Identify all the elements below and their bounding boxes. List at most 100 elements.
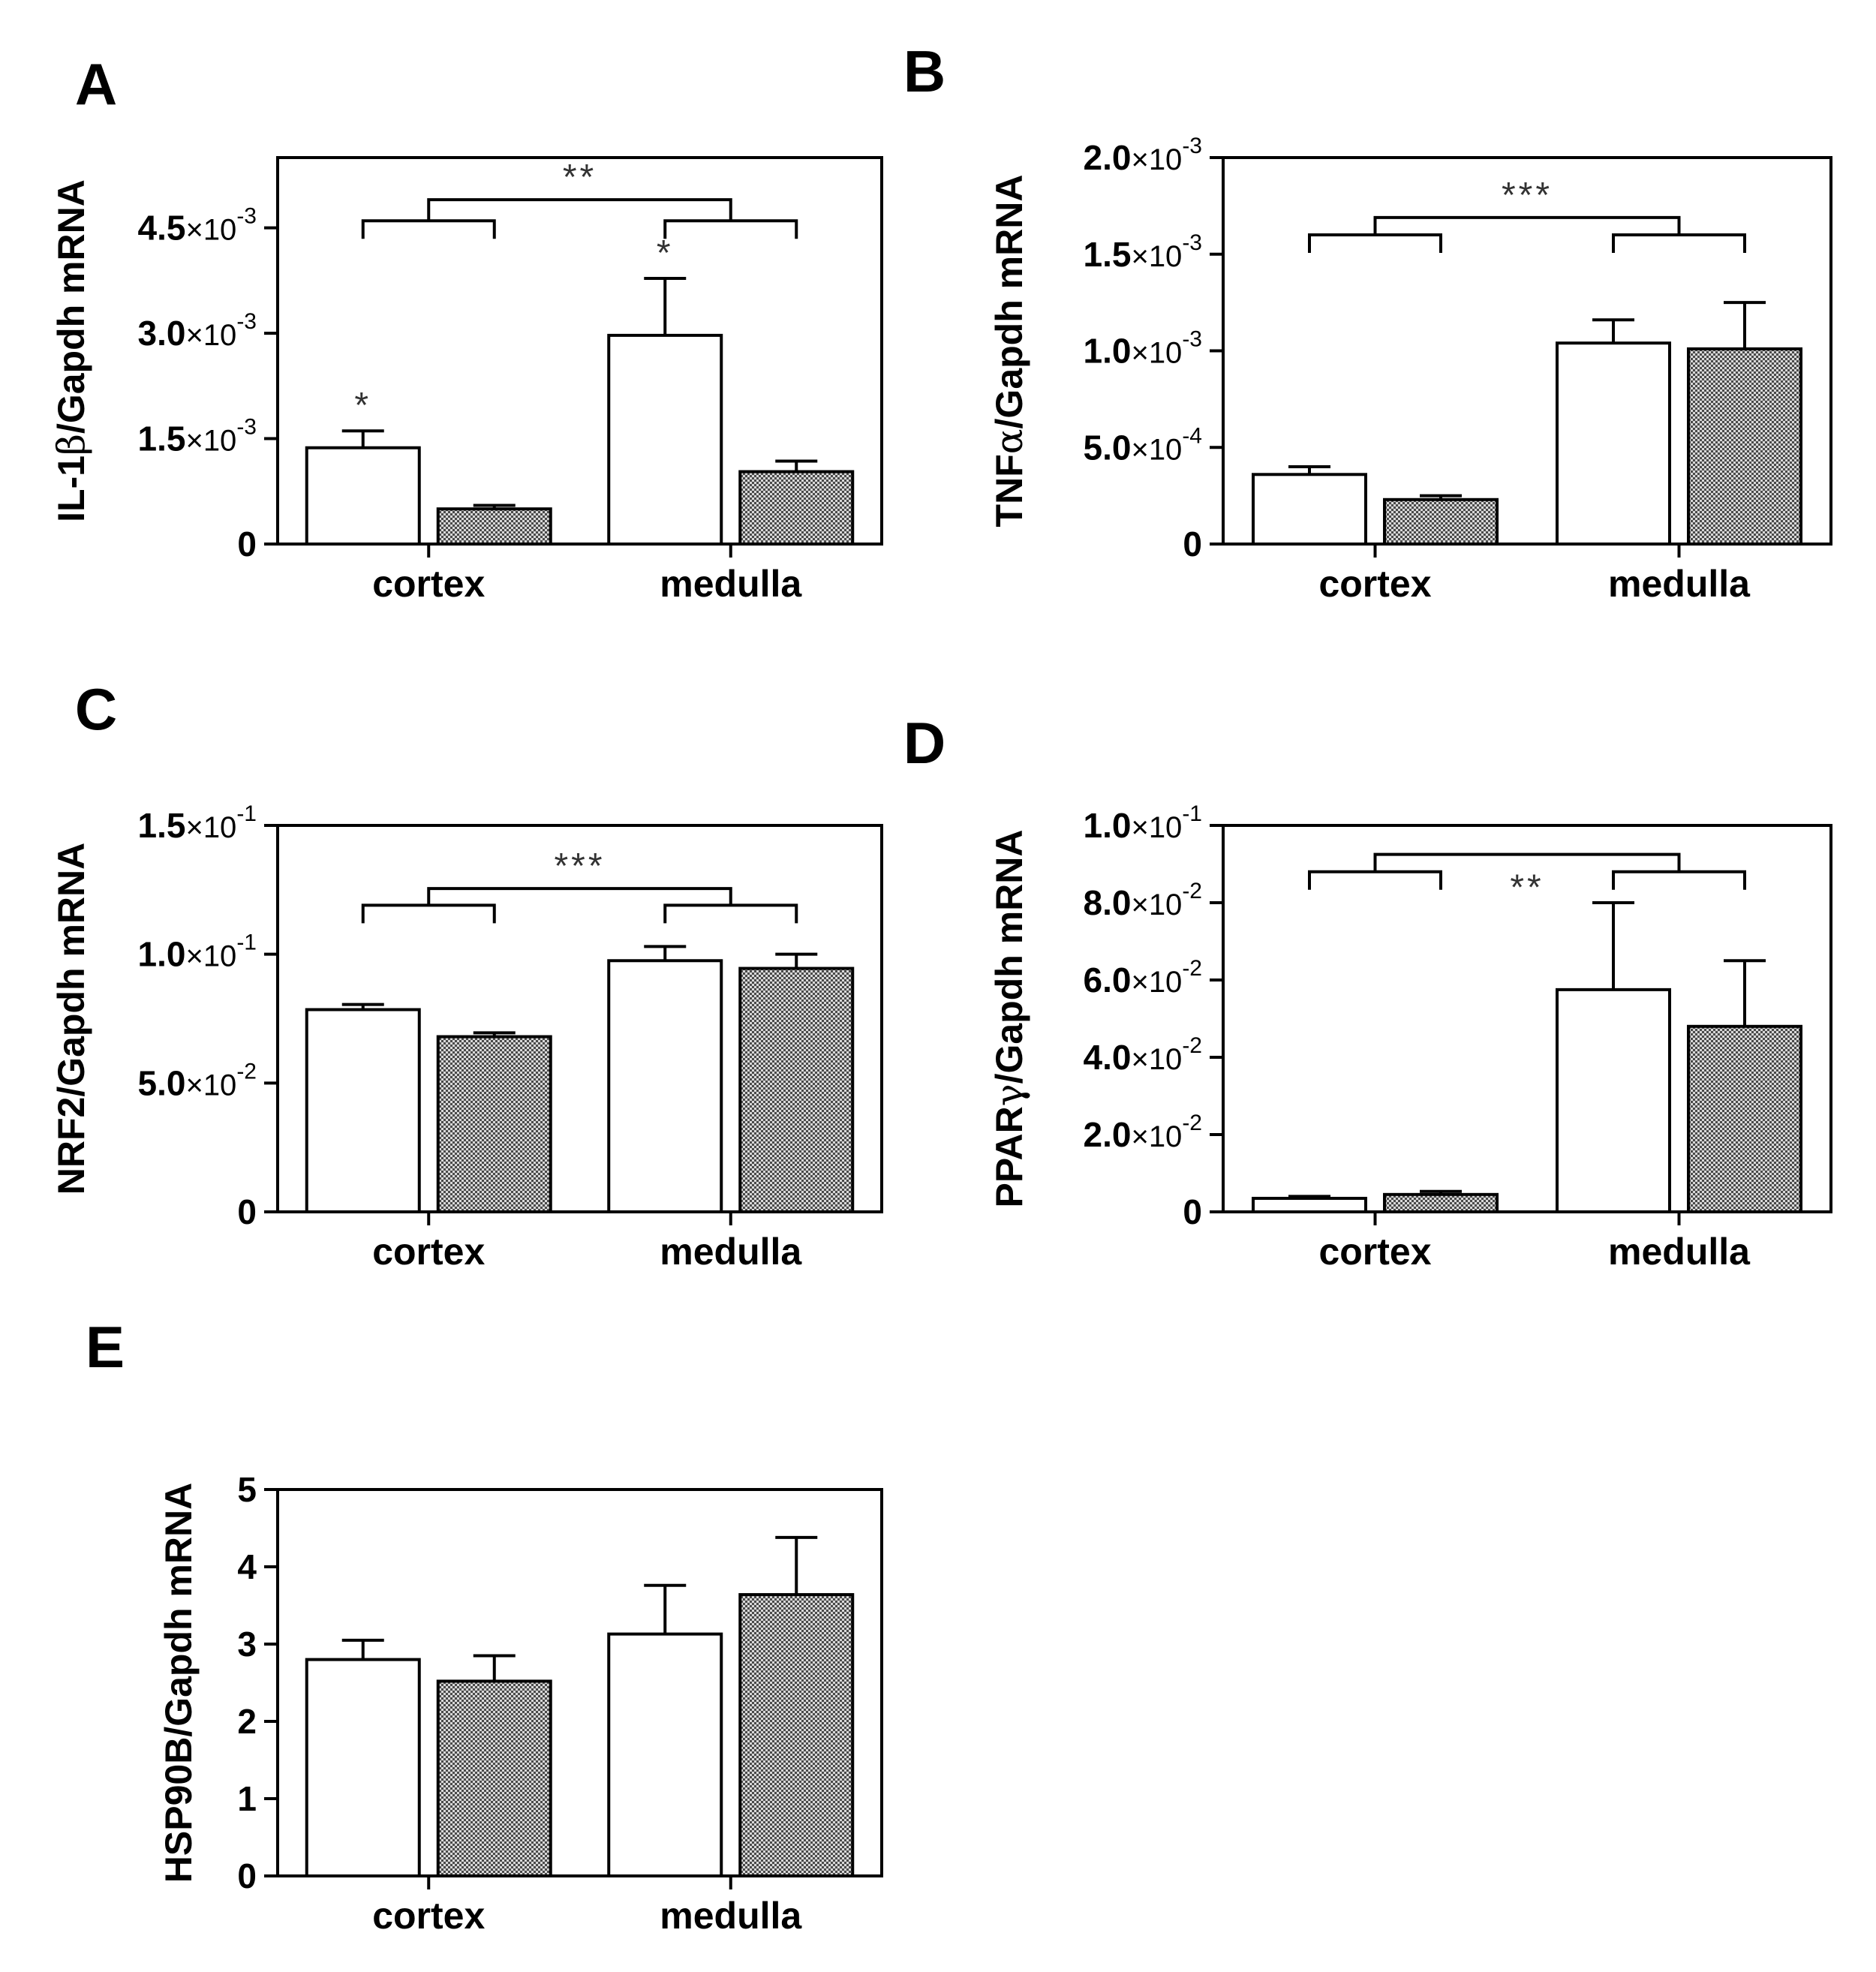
y-tick-exponent: -3 xyxy=(236,204,257,229)
y-tick-label: 8.0×10-2 xyxy=(1084,879,1203,922)
y-tick-label: 0 xyxy=(237,1856,257,1895)
y-tick-mantissa: 4 xyxy=(237,1547,257,1586)
y-axis-title-part: /Gapdh mRNA xyxy=(988,175,1030,429)
y-tick-label: 1 xyxy=(237,1779,257,1818)
bar-open xyxy=(607,333,723,546)
bar-open xyxy=(305,446,421,546)
x-category-label: medulla xyxy=(1608,563,1751,605)
y-tick-times: ×10 xyxy=(1131,811,1182,844)
y-tick-label: 1.0×10-1 xyxy=(1084,801,1203,845)
y-tick-exponent: -3 xyxy=(236,309,257,334)
group-significance-mark: ** xyxy=(1510,868,1544,908)
x-category-label: cortex xyxy=(1318,1231,1431,1273)
y-tick-times: ×10 xyxy=(1131,1043,1182,1076)
y-tick-exponent: -2 xyxy=(1182,1033,1202,1058)
y-tick-label: 2 xyxy=(237,1702,257,1741)
y-tick-label: 4.5×10-3 xyxy=(138,204,257,248)
y-tick-label: 1.0×10-1 xyxy=(138,930,257,974)
y-tick-exponent: -2 xyxy=(1182,1111,1202,1135)
y-tick-label: 1.5×10-3 xyxy=(138,415,257,458)
bar-open xyxy=(1252,1196,1367,1213)
y-tick-mantissa: 3.0 xyxy=(138,314,186,353)
y-tick-times: ×10 xyxy=(1131,966,1182,999)
bar-hatched xyxy=(1383,1192,1499,1213)
y-axis-title-part: HSP90B/Gapdh mRNA xyxy=(158,1483,200,1883)
y-axis-title: TNFα/Gapdh mRNA xyxy=(988,175,1031,528)
y-tick-label: 5.0×10-2 xyxy=(138,1059,257,1102)
y-axis-title-part: /Gapdh mRNA xyxy=(988,829,1030,1084)
group-significance-mark: ** xyxy=(563,158,597,197)
y-axis-title-part: γ xyxy=(988,1084,1031,1106)
y-axis-title-part: IL-1 xyxy=(50,455,92,522)
x-category-label: cortex xyxy=(372,1231,485,1273)
group-bracket xyxy=(1308,870,1442,890)
y-tick-times: ×10 xyxy=(1131,143,1182,176)
comparison-bracket xyxy=(427,887,732,906)
y-tick-mantissa: 4.5 xyxy=(138,209,186,248)
y-tick-exponent: -1 xyxy=(236,801,257,826)
y-tick-label: 1.0×10-3 xyxy=(1084,327,1203,371)
y-axis-title: HSP90B/Gapdh mRNA xyxy=(158,1483,200,1883)
y-tick-label: 5 xyxy=(237,1470,257,1509)
bar-open xyxy=(607,959,723,1213)
y-tick-mantissa: 0 xyxy=(1183,525,1202,564)
y-tick-label: 4.0×10-2 xyxy=(1084,1033,1203,1077)
x-category-label: cortex xyxy=(372,1895,485,1937)
group-bracket xyxy=(361,219,496,239)
y-tick-times: ×10 xyxy=(1131,337,1182,370)
bar-hatched xyxy=(738,1593,855,1878)
y-tick-label: 0 xyxy=(237,525,257,564)
x-category-label: medulla xyxy=(660,563,802,605)
y-tick-mantissa: 1.0 xyxy=(138,935,186,974)
y-tick-label: 6.0×10-2 xyxy=(1084,956,1203,1000)
y-tick-times: ×10 xyxy=(185,940,236,973)
y-tick-mantissa: 0 xyxy=(237,525,257,564)
group-bracket xyxy=(663,219,798,239)
y-tick-mantissa: 3 xyxy=(237,1625,257,1664)
y-tick-times: ×10 xyxy=(185,811,236,844)
panel-letter: A xyxy=(75,51,117,117)
y-tick-exponent: -2 xyxy=(1182,956,1202,981)
y-tick-label: 5.0×10-4 xyxy=(1084,423,1203,467)
bar-hatched xyxy=(436,507,552,546)
bar-open xyxy=(607,1632,723,1878)
y-tick-times: ×10 xyxy=(1131,433,1182,466)
group-bracket xyxy=(663,903,798,924)
y-tick-times: ×10 xyxy=(1131,888,1182,921)
y-tick-mantissa: 1.0 xyxy=(1084,806,1132,845)
y-tick-label: 1.5×10-1 xyxy=(138,801,257,845)
y-tick-label: 1.5×10-3 xyxy=(1084,230,1203,274)
y-tick-exponent: -3 xyxy=(1182,134,1202,158)
y-tick-times: ×10 xyxy=(185,1069,236,1102)
x-category-label: medulla xyxy=(660,1231,802,1273)
group-bracket xyxy=(1308,233,1442,253)
bar-hatched xyxy=(1687,1024,1802,1214)
y-tick-exponent: -1 xyxy=(236,930,257,955)
y-tick-mantissa: 2.0 xyxy=(1084,138,1132,177)
group-bracket xyxy=(1612,870,1746,890)
y-tick-label: 0 xyxy=(1183,525,1202,564)
y-tick-mantissa: 1.0 xyxy=(1084,332,1132,371)
y-tick-mantissa: 2 xyxy=(237,1702,257,1741)
y-axis-title: IL-1β/Gapdh mRNA xyxy=(50,179,93,522)
y-tick-label: 2.0×10-2 xyxy=(1084,1111,1203,1154)
y-axis-title: NRF2/Gapdh mRNA xyxy=(50,843,92,1195)
x-category-label: medulla xyxy=(660,1895,802,1937)
y-tick-mantissa: 1 xyxy=(237,1779,257,1818)
panels-container: AIL-1β/Gapdh mRNA01.5×10-33.0×10-34.5×10… xyxy=(50,38,1832,1937)
y-tick-times: ×10 xyxy=(185,425,236,458)
y-tick-exponent: -2 xyxy=(1182,879,1202,903)
x-category-label: cortex xyxy=(1318,563,1431,605)
bar-open xyxy=(1556,341,1671,546)
y-axis-title-part: β xyxy=(50,434,93,455)
y-tick-times: ×10 xyxy=(1131,240,1182,273)
panel-letter: B xyxy=(903,38,946,104)
plot-frame xyxy=(276,824,883,1213)
y-tick-exponent: -1 xyxy=(1182,801,1202,826)
y-tick-label: 3.0×10-3 xyxy=(138,309,257,353)
y-axis-title-part: PPAR xyxy=(988,1106,1030,1207)
y-tick-exponent: -2 xyxy=(236,1059,257,1084)
y-tick-exponent: -3 xyxy=(236,415,257,440)
bar-hatched xyxy=(436,1035,552,1213)
